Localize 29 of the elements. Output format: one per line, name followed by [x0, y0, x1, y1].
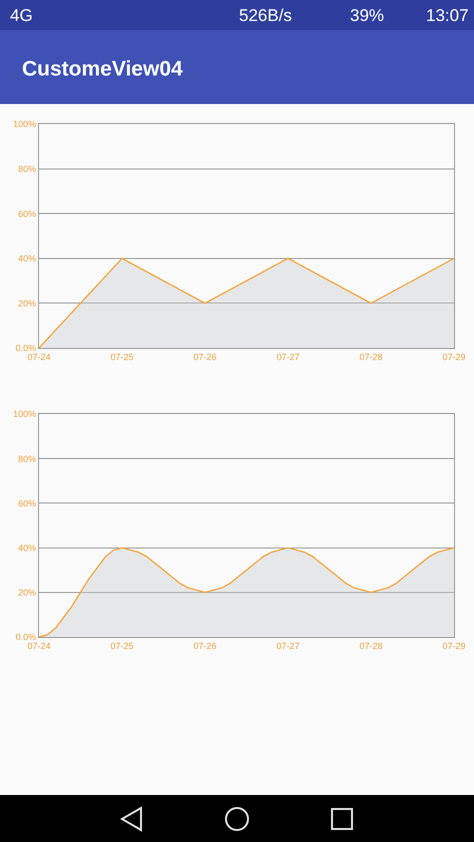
y-tick-label: 0.0%	[16, 343, 36, 354]
x-tick-label: 07-28	[359, 640, 383, 651]
y-tick-label: 80%	[18, 164, 36, 174]
text: 4G	[10, 6, 33, 25]
chart-title: CustomeView04	[22, 57, 183, 80]
y-tick-label: 0.0%	[16, 632, 36, 642]
x-tick-label: 07-25	[110, 640, 134, 651]
x-tick-label: 07-29	[442, 352, 466, 362]
x-tick-label: 07-29	[442, 640, 466, 651]
x-tick-label: 07-24	[27, 352, 51, 362]
y-tick-label: 20%	[18, 588, 36, 598]
text: 526B/s	[239, 6, 292, 25]
y-tick-label: 20%	[18, 298, 36, 308]
x-tick-label: 07-26	[193, 640, 217, 651]
y-tick-label: 100%	[13, 409, 36, 420]
x-tick-label: 07-27	[276, 640, 300, 651]
x-tick-label: 07-28	[359, 352, 383, 362]
y-tick-label: 40%	[18, 542, 36, 553]
y-tick-label: 100%	[13, 119, 36, 130]
y-tick-label: 60%	[18, 498, 36, 508]
x-tick-label: 07-27	[276, 352, 300, 362]
x-tick-label: 07-26	[193, 352, 217, 362]
y-tick-label: 80%	[18, 454, 36, 464]
text: 39%	[350, 6, 384, 25]
y-tick-label: 60%	[18, 208, 36, 219]
x-tick-label: 07-24	[27, 640, 51, 651]
text: 13:07	[426, 6, 469, 25]
x-tick-label: 07-25	[110, 352, 134, 362]
y-tick-label: 40%	[18, 254, 36, 264]
